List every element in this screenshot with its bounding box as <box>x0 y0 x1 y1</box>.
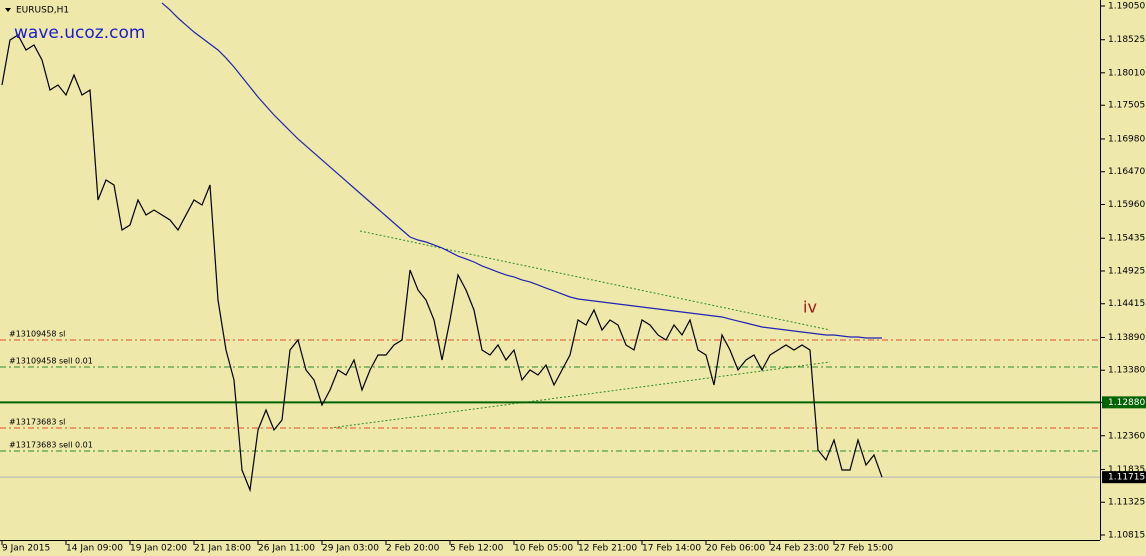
symbol: EURUSD,H1 <box>16 6 69 16</box>
x-tick-label: 9 Jan 2015 <box>2 544 50 554</box>
order-label: #13109458 sl <box>9 329 65 338</box>
x-tick-label: 12 Feb 21:00 <box>578 544 637 554</box>
y-tick-label: 1.18010 <box>1108 68 1145 78</box>
y-tick-label: 1.11835 <box>1108 465 1145 475</box>
y-tick-label: 1.12360 <box>1108 431 1145 441</box>
y-tick-label: 1.17505 <box>1108 101 1145 111</box>
y-tick-label: 1.18525 <box>1108 35 1145 45</box>
trendline <box>329 361 831 429</box>
x-tick-label: 24 Feb 23:00 <box>770 544 829 554</box>
x-tick-label: 2 Feb 20:00 <box>386 544 440 554</box>
y-tick-label: 1.13380 <box>1108 366 1145 376</box>
x-tick-label: 10 Feb 05:00 <box>514 544 573 554</box>
y-tick-label: 1.19050 <box>1108 2 1145 12</box>
price-line <box>1 34 883 493</box>
order-label: #13173683 sl <box>9 417 65 426</box>
y-tick-label: 1.16980 <box>1108 134 1145 144</box>
x-tick-label: 14 Jan 09:00 <box>66 544 123 554</box>
y-tick-label: 1.15435 <box>1108 234 1145 244</box>
x-tick-label: 21 Jan 18:00 <box>194 544 251 554</box>
trendline <box>359 230 831 331</box>
y-tick-label: 1.11325 <box>1108 498 1145 508</box>
y-tick-label: 1.13890 <box>1108 333 1145 343</box>
x-tick-label: 19 Jan 02:00 <box>130 544 187 554</box>
x-tick-label: 27 Feb 15:00 <box>834 544 893 554</box>
menu-arrow[interactable] <box>5 8 11 12</box>
y-tick-label: 1.14925 <box>1108 266 1145 276</box>
watermark: wave.ucoz.com <box>14 23 145 43</box>
order-label: #13109458 sell 0.01 <box>9 357 93 366</box>
y-tick-label: 1.16470 <box>1108 167 1145 177</box>
y-tick-label: 1.10815 <box>1108 531 1145 541</box>
bid-box <box>1102 471 1146 484</box>
bid-label: 1.11715 <box>1108 473 1145 483</box>
level-label: 1.12880 <box>1108 398 1145 408</box>
wave-label: iv <box>803 298 817 317</box>
price-line <box>161 2 882 339</box>
plot <box>0 2 1100 493</box>
y-tick-label: 1.14415 <box>1108 299 1145 309</box>
x-tick-label: 17 Feb 14:00 <box>642 544 701 554</box>
x-tick-label: 26 Jan 11:00 <box>258 544 315 554</box>
x-tick-label: 5 Feb 12:00 <box>450 544 504 554</box>
x-tick-label: 20 Feb 06:00 <box>706 544 765 554</box>
x-tick-label: 29 Jan 03:00 <box>322 544 379 554</box>
level-box <box>1102 396 1146 409</box>
y-tick-label: 1.15960 <box>1108 200 1145 210</box>
order-label: #13173683 sell 0.01 <box>9 440 93 449</box>
